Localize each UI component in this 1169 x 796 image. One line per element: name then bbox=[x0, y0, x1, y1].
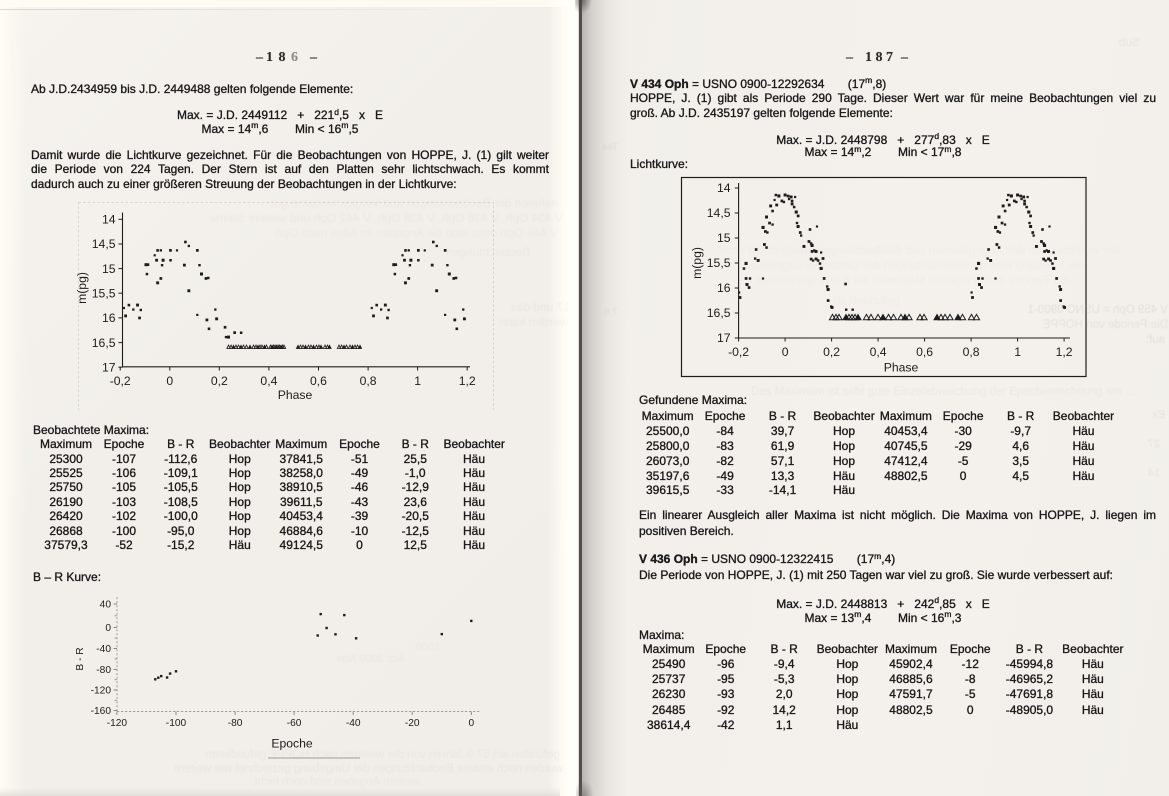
svg-text:14,5: 14,5 bbox=[92, 237, 116, 251]
svg-text:14: 14 bbox=[717, 181, 731, 195]
svg-text:16,5: 16,5 bbox=[92, 336, 116, 350]
svg-text:0: 0 bbox=[782, 345, 789, 359]
svg-text:14: 14 bbox=[102, 213, 116, 227]
svg-text:-160: -160 bbox=[91, 706, 112, 717]
svg-text:-20: -20 bbox=[405, 718, 420, 729]
svg-text:-80: -80 bbox=[228, 718, 243, 729]
svg-text:0,6: 0,6 bbox=[310, 374, 327, 388]
svg-text:-0,2: -0,2 bbox=[728, 345, 749, 359]
svg-text:-100: -100 bbox=[166, 718, 187, 729]
svg-text:0,6: 0,6 bbox=[916, 345, 933, 359]
svg-text:16,5: 16,5 bbox=[707, 306, 731, 320]
svg-text:17: 17 bbox=[102, 360, 116, 374]
svg-text:m(pg): m(pg) bbox=[690, 247, 704, 279]
svg-text:0,8: 0,8 bbox=[963, 345, 980, 359]
svg-text:1: 1 bbox=[414, 374, 421, 388]
svg-text:-120: -120 bbox=[91, 686, 112, 697]
svg-text:1,2: 1,2 bbox=[459, 374, 476, 388]
svg-text:Epoche: Epoche bbox=[271, 737, 313, 751]
svg-text:Phase: Phase bbox=[884, 361, 919, 375]
svg-text:-60: -60 bbox=[287, 718, 302, 729]
svg-text:m(pg): m(pg) bbox=[75, 272, 89, 304]
svg-text:0: 0 bbox=[166, 374, 173, 388]
svg-text:-120: -120 bbox=[107, 718, 128, 729]
svg-text:15: 15 bbox=[717, 231, 731, 245]
svg-text:-40: -40 bbox=[96, 644, 111, 655]
svg-text:0,4: 0,4 bbox=[870, 345, 887, 359]
svg-text:-80: -80 bbox=[96, 665, 111, 676]
svg-text:-0,2: -0,2 bbox=[110, 374, 131, 388]
svg-text:0,2: 0,2 bbox=[211, 374, 228, 388]
svg-text:0,4: 0,4 bbox=[260, 374, 277, 388]
svg-text:15: 15 bbox=[102, 262, 116, 276]
svg-text:40: 40 bbox=[100, 600, 112, 611]
svg-text:-40: -40 bbox=[346, 718, 361, 729]
svg-text:15,5: 15,5 bbox=[92, 286, 116, 300]
svg-text:16: 16 bbox=[102, 311, 116, 325]
svg-text:Phase: Phase bbox=[278, 388, 313, 402]
svg-text:0,8: 0,8 bbox=[360, 374, 377, 388]
svg-text:1,2: 1,2 bbox=[1056, 345, 1073, 359]
svg-text:0: 0 bbox=[468, 718, 474, 729]
svg-text:B - R: B - R bbox=[75, 647, 86, 670]
svg-text:17: 17 bbox=[717, 331, 731, 345]
svg-text:14,5: 14,5 bbox=[707, 206, 731, 220]
svg-text:0,2: 0,2 bbox=[823, 345, 840, 359]
svg-text:16: 16 bbox=[717, 281, 731, 295]
svg-text:1: 1 bbox=[1014, 345, 1021, 359]
svg-text:15,5: 15,5 bbox=[707, 256, 731, 270]
svg-text:0: 0 bbox=[105, 623, 111, 634]
